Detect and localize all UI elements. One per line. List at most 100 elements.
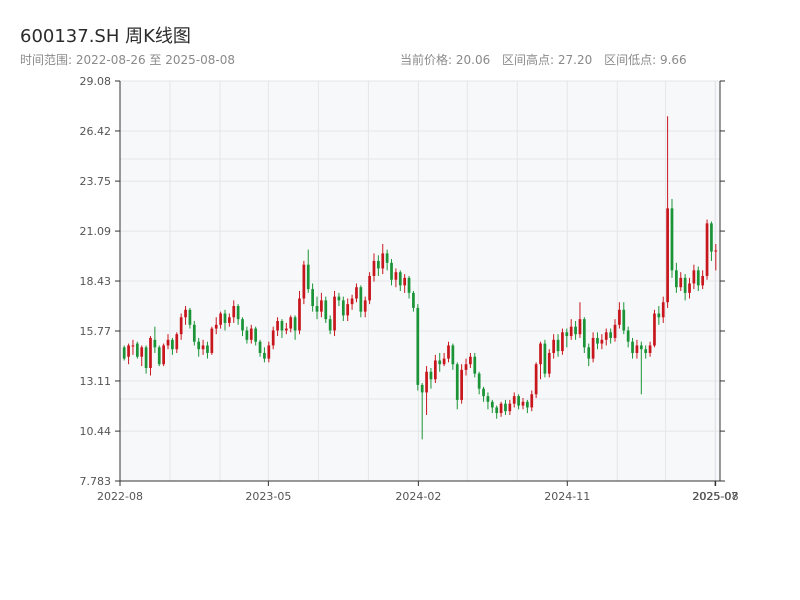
candle: [425, 366, 428, 415]
candle-body: [591, 337, 595, 359]
candle: [315, 296, 319, 320]
candle-body: [122, 347, 126, 359]
candle: [280, 319, 284, 338]
candle-body: [622, 309, 626, 331]
candle: [122, 345, 126, 361]
x-tick-label: 2022-08: [97, 490, 143, 503]
candle: [661, 296, 665, 323]
candle: [267, 341, 271, 363]
candle-body: [710, 223, 713, 252]
candle: [171, 337, 174, 355]
candle-body: [420, 384, 424, 393]
y-tick-label: 21.09: [80, 225, 112, 238]
candle: [368, 272, 371, 305]
candle: [276, 317, 279, 337]
candle: [477, 371, 481, 395]
candle: [271, 326, 275, 350]
candle: [223, 309, 227, 331]
candle: [657, 306, 661, 325]
chart-title: 600137.SH 周K线图: [20, 26, 191, 47]
candle-body: [192, 324, 196, 342]
y-tick-label: 7.783: [80, 475, 112, 488]
candle: [451, 343, 455, 370]
candle: [355, 283, 358, 303]
candle-body: [201, 345, 205, 350]
candle-body: [613, 324, 617, 338]
candles: [122, 116, 718, 440]
candle-body: [688, 283, 691, 293]
candle-body: [381, 253, 385, 269]
candle-body: [508, 403, 512, 412]
candle: [232, 300, 236, 323]
candle: [609, 328, 612, 344]
candle-body: [241, 319, 244, 331]
candle: [499, 401, 503, 417]
candle-body: [394, 272, 398, 280]
candle: [162, 343, 165, 367]
candle: [469, 352, 472, 368]
candle: [556, 334, 560, 357]
candle-body: [390, 262, 393, 280]
current-price-label: 当前价格: 20.06: [400, 53, 491, 67]
candle-body: [306, 264, 310, 290]
candle: [175, 332, 179, 353]
candle-body: [171, 339, 174, 350]
candle-body: [206, 345, 209, 353]
candle: [473, 352, 477, 378]
candle: [701, 270, 705, 290]
candle: [153, 326, 157, 353]
candle: [197, 337, 201, 357]
candle: [328, 315, 332, 335]
candle: [543, 339, 547, 378]
candle: [416, 304, 420, 391]
candle-body: [298, 298, 301, 331]
candle-body: [600, 339, 604, 344]
candle-body: [565, 332, 569, 337]
candle-body: [556, 339, 560, 352]
candle-body: [670, 208, 674, 271]
candle: [696, 266, 700, 291]
candle: [565, 328, 569, 348]
candle-body: [547, 352, 551, 374]
candle-body: [267, 345, 271, 359]
candle: [504, 399, 507, 415]
candle: [591, 332, 595, 363]
candle: [692, 264, 696, 290]
candle-body: [153, 339, 157, 348]
candle: [407, 275, 411, 299]
candle: [131, 339, 135, 355]
candle: [359, 285, 363, 318]
candle: [582, 317, 586, 353]
candle-body: [166, 339, 170, 346]
candle: [447, 341, 450, 363]
candle: [433, 354, 437, 384]
candle: [521, 398, 525, 410]
candle-body: [618, 309, 621, 325]
candle-body: [162, 345, 165, 365]
candle: [512, 392, 516, 408]
candle-body: [561, 332, 564, 352]
candle-body: [258, 341, 262, 353]
candle: [675, 262, 678, 293]
y-tick-label: 15.77: [80, 325, 112, 338]
candle-body: [412, 292, 415, 308]
candle-body: [701, 275, 705, 286]
candle-body: [302, 264, 306, 299]
y-tick-label: 26.42: [80, 125, 112, 138]
candle-body: [425, 371, 428, 393]
candle-body: [320, 300, 323, 312]
candle: [390, 259, 393, 286]
candle: [508, 399, 512, 415]
time-range-label: 时间范围: 2022-08-26 至 2025-08-08: [20, 53, 235, 67]
candle: [289, 315, 293, 333]
candle: [561, 328, 564, 355]
candle-body: [451, 345, 455, 365]
candle-body: [631, 341, 634, 353]
candle: [455, 362, 459, 410]
candle-body: [639, 345, 643, 350]
candle: [670, 198, 674, 278]
candle-body: [157, 347, 161, 365]
candle: [613, 319, 617, 342]
candle: [350, 294, 354, 310]
candle: [460, 364, 463, 404]
